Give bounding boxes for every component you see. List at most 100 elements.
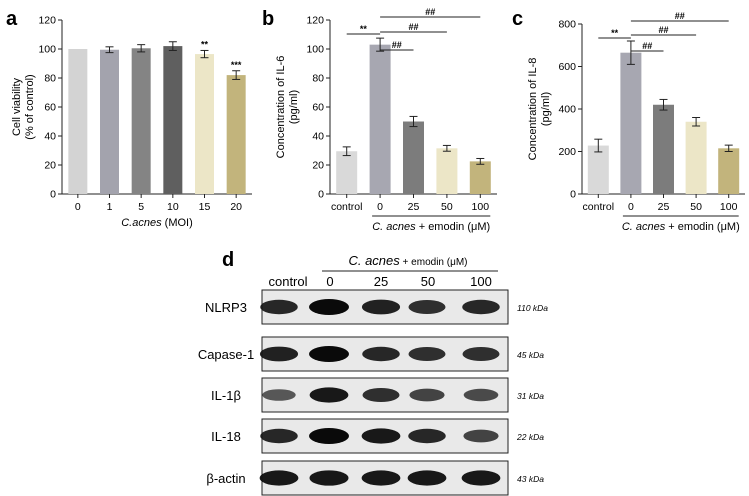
y-tick-label: 80 [312,73,324,85]
x-tick-label: 25 [408,201,420,213]
blot-kda-label: 31 kDa [517,391,544,401]
y-tick-label: 60 [312,102,324,114]
blot-band [408,347,446,361]
bar [100,49,119,194]
blot-band [361,299,401,315]
y-tick-label: 80 [44,73,56,85]
x-tick-label: 15 [199,201,211,213]
y-axis-title-line: Concentration of IL-8 [527,58,539,161]
chart-panel-b: b 0 20 40 60 80 100 120 Concentration of IL-6 (p… [262,7,497,233]
bar [163,46,183,194]
bar [68,49,88,194]
significance-label: *** [231,60,242,70]
blot-band [309,346,349,362]
y-axis-title-line: Cell viability [11,77,23,136]
y-tick-label: 120 [38,15,56,27]
blot-band [461,470,501,486]
blot-row-label: NLRP3 [205,300,247,315]
blot-band [361,428,401,444]
y-axis-title-line: (% of control) [24,74,36,139]
x-tick-label: 25 [658,201,670,213]
blot-band [462,299,500,315]
bar [685,121,707,194]
y-tick-label: 100 [38,44,56,56]
blot-band [463,429,499,443]
x-axis-title: C.acnes (MOI) [121,217,193,229]
panel-letter-b: b [262,8,274,30]
blot-row-label: IL-18 [211,429,241,444]
blot-band [361,470,401,486]
bar [718,148,740,194]
y-tick-label: 100 [306,44,324,56]
y-tick-label: 200 [558,146,576,158]
comparison-label: ## [658,25,668,35]
x-tick-label: 100 [720,201,738,213]
blot-band [259,470,299,486]
blot-band [262,389,296,401]
bar [620,52,642,194]
blot-kda-label: 22 kDa [516,432,544,442]
x-tick-label: control [331,201,363,213]
blot-band [309,387,349,403]
comparison-label: ## [408,22,418,32]
significance-label: ** [201,39,209,49]
comparison-label: ## [642,41,652,51]
y-axis-title-line: Concentration of IL-6 [275,56,287,159]
x-tick-label: 0 [75,201,81,213]
x-tick-label: control [583,201,615,213]
y-tick-label: 20 [44,160,56,172]
blot-band [463,388,499,402]
blot-header: C. acnes + emodin (μM) [348,253,467,268]
blot-band [462,347,500,361]
bar [336,151,358,194]
blot-band [408,300,446,314]
x-tick-label: 0 [628,201,634,213]
bar [131,48,151,195]
x-tick-label: 0 [377,201,383,213]
blot-band [407,470,447,486]
y-tick-label: 600 [558,61,576,73]
blot-band [309,428,349,444]
bar [436,148,458,194]
x-tick-label: 50 [690,201,702,213]
blot-band [408,428,446,444]
comparison-label: ** [360,24,368,34]
blot-band [362,346,400,362]
x-tick-label: 10 [167,201,179,213]
y-tick-label: 120 [306,15,324,27]
blot-row-label: IL-1β [211,388,241,403]
group-label: C. acnes + emodin (μM) [622,221,740,233]
chart-panel-c: c 0 200 400 600 800 Concentration of IL-8 (pg/… [512,8,745,233]
panel-letter-a: a [6,8,18,30]
blot-band [260,428,298,444]
y-tick-label: 0 [318,189,324,201]
western-blot-panel-d: d C. acnes + emodin (μM) control 0 25 50 100 N… [198,249,548,496]
bar [653,104,674,194]
blot-kda-label: 110 kDa [517,303,548,313]
bar [587,145,609,194]
blot-kda-label: 43 kDa [517,474,544,484]
blot-lane-label: control [268,274,307,289]
x-tick-label: 100 [472,201,490,213]
blot-row-label: β-actin [206,471,245,486]
bar [369,44,391,195]
panel-letter-d: d [222,249,234,271]
comparison-label: ## [392,40,402,50]
blot-lane-label: 0 [326,274,333,289]
y-tick-label: 0 [570,189,576,201]
bar [226,75,246,194]
blot-lane-label: 50 [421,274,435,289]
y-tick-label: 60 [44,102,56,114]
y-tick-label: 20 [312,160,324,172]
x-tick-label: 50 [441,201,453,213]
blot-band [260,299,298,315]
blot-band [309,299,349,315]
y-axis-title-line: (pg/ml) [540,92,552,126]
y-tick-label: 40 [312,131,324,143]
blot-band [409,388,445,402]
group-label: C. acnes + emodin (μM) [372,221,490,233]
blot-kda-label: 45 kDa [517,350,544,360]
x-tick-label: 1 [107,201,113,213]
x-tick-label: 5 [138,201,144,213]
